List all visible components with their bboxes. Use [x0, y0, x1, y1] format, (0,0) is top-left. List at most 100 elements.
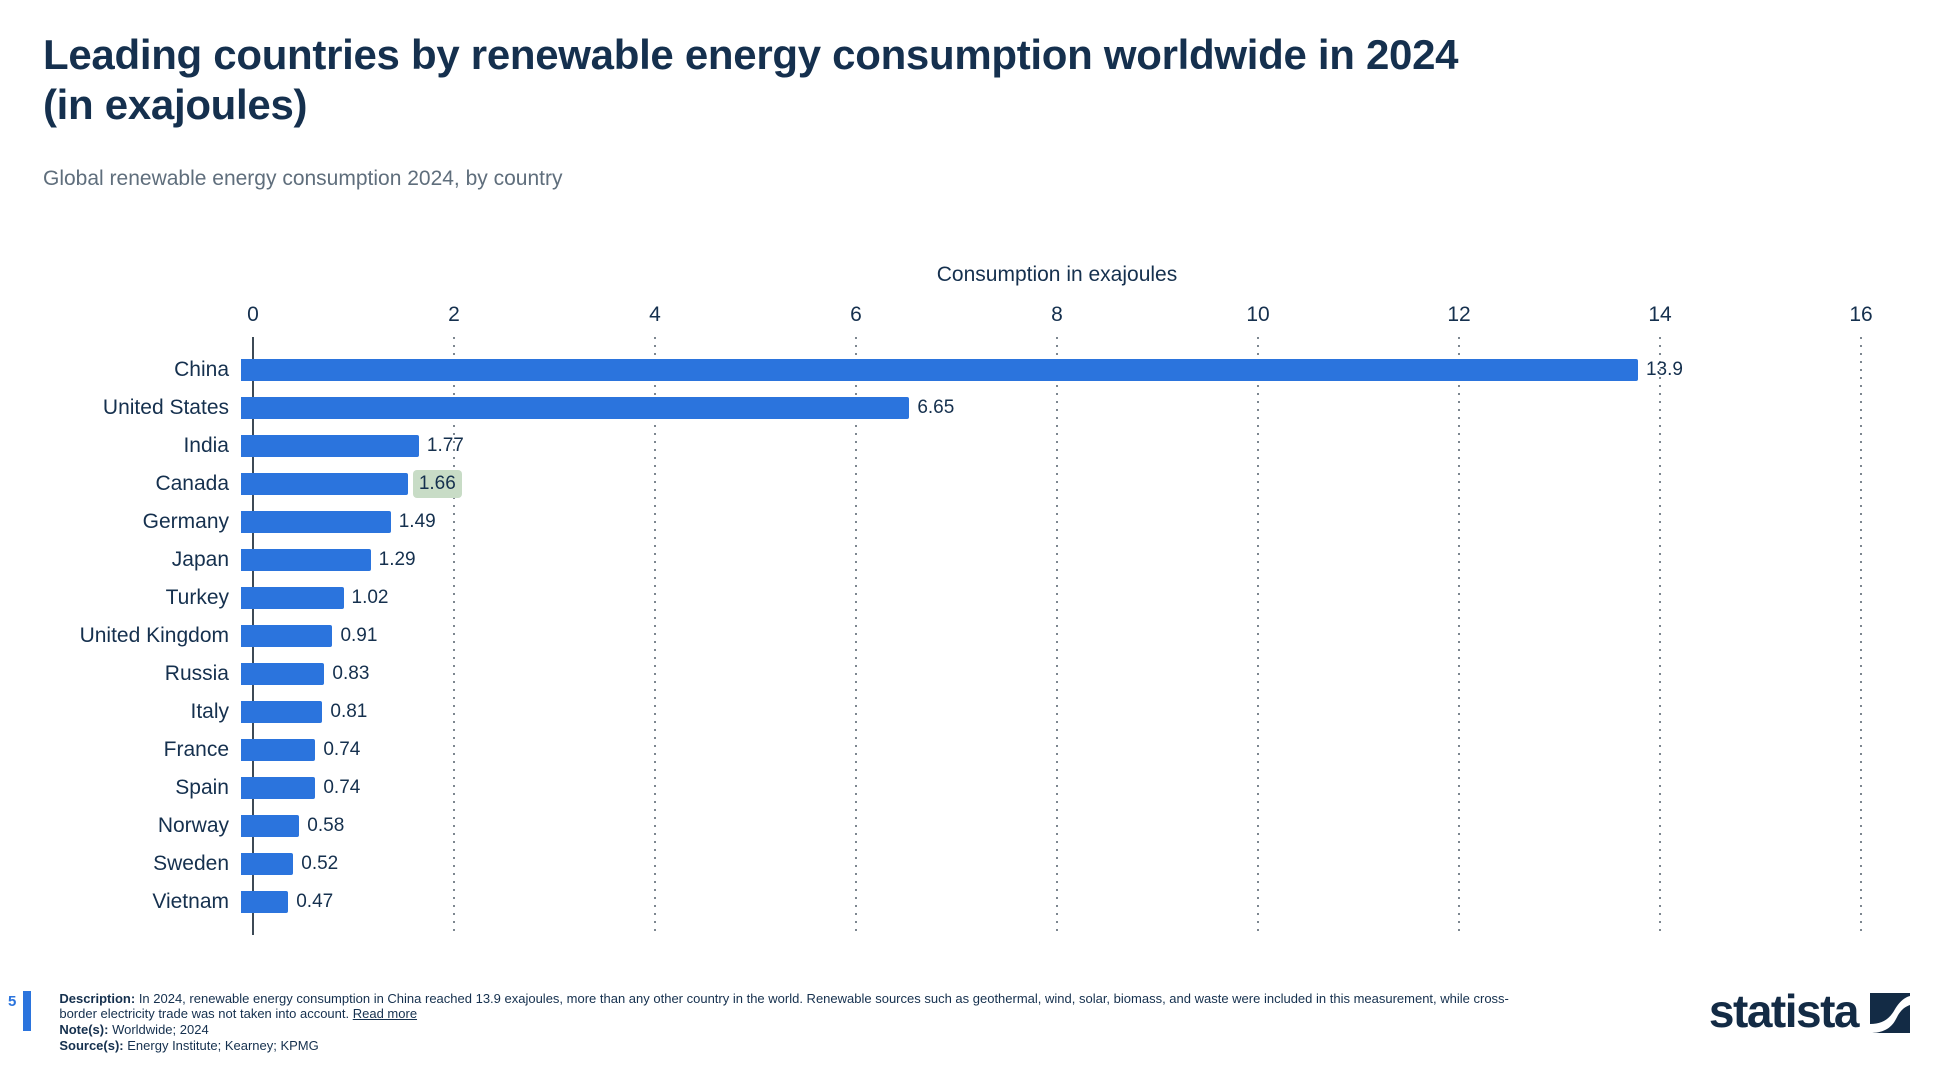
notes-line: Note(s): Worldwide; 2024: [59, 1022, 1529, 1038]
gridline: [453, 337, 455, 936]
tick-label: 2: [448, 303, 460, 327]
country-label: Canada: [155, 472, 229, 496]
bar-track: 0.74: [241, 739, 1849, 762]
bar: [241, 625, 333, 648]
value-label-highlighted: 1.66: [412, 470, 462, 499]
page-title: Leading countries by renewable energy co…: [43, 31, 1459, 128]
country-label: Vietnam: [152, 890, 229, 914]
country-label: Russia: [164, 662, 229, 686]
footer-notes: 5 Description: In 2024, renewable energy…: [8, 990, 1529, 1054]
country-label: Japan: [171, 548, 229, 572]
gridline: [654, 337, 656, 936]
bar-row: Italy 0.81: [0, 693, 1870, 731]
value-label: 1.77: [426, 435, 464, 457]
x-axis-ticks: 0 2 4 6 8 10 12 14 16: [247, 303, 1873, 331]
bar: [241, 587, 344, 610]
value-label: 1.02: [351, 587, 389, 609]
country-label: Sweden: [153, 852, 229, 876]
plot-area: China 13.9 United States 6.65 India 1.77 Canad…: [0, 337, 1870, 936]
tick-label: 4: [649, 303, 661, 327]
header: Leading countries by renewable energy co…: [0, 0, 1952, 191]
value-label: 0.74: [323, 739, 361, 761]
bar-track: 1.29: [241, 549, 1849, 572]
footer: 5 Description: In 2024, renewable energy…: [8, 984, 1910, 1054]
country-label: Spain: [175, 776, 229, 800]
country-label: China: [174, 358, 229, 382]
bar-row: India 1.77: [0, 427, 1870, 465]
bar: [241, 663, 325, 686]
footer-accent-bar: [23, 990, 32, 1031]
bar-rows: China 13.9 United States 6.65 India 1.77 Canad…: [0, 339, 1870, 935]
tick-label: 16: [1849, 303, 1873, 327]
bar-track: 0.58: [241, 815, 1849, 838]
value-label: 1.49: [398, 511, 436, 533]
bar: [241, 853, 294, 876]
bar-row: Sweden 0.52: [0, 845, 1870, 883]
bar-row: United Kingdom 0.91: [0, 617, 1870, 655]
country-label: Germany: [142, 510, 229, 534]
value-label: 0.83: [332, 663, 370, 685]
gridline: [1257, 337, 1259, 936]
bar: [241, 815, 300, 838]
tick-label: 8: [1051, 303, 1063, 327]
statista-logo: statista: [1708, 984, 1910, 1038]
bar-track: 0.74: [241, 777, 1849, 800]
bar-row: Russia 0.83: [0, 655, 1870, 693]
notes-text: Worldwide; 2024: [112, 1022, 209, 1038]
bar-row: France 0.74: [0, 731, 1870, 769]
x-axis-title: Consumption in exajoules: [936, 263, 1178, 287]
bar-row: China 13.9: [0, 351, 1870, 389]
bar-track: 6.65: [241, 397, 1849, 420]
value-label: 0.74: [323, 777, 361, 799]
x-axis: Consumption in exajoules 0 2 4 6 8 10 12 14 16: [247, 263, 1873, 331]
description-label: Description:: [59, 990, 136, 1006]
tick-label: 12: [1447, 303, 1471, 327]
read-more-link[interactable]: Read more: [352, 1006, 418, 1022]
description-line: Description: In 2024, renewable energy c…: [59, 991, 1529, 1023]
bar-row: Turkey 1.02: [0, 579, 1870, 617]
sources-label: Source(s):: [59, 1038, 124, 1054]
gridline: [1458, 337, 1460, 936]
bar: [241, 473, 408, 496]
tick-label: 6: [850, 303, 862, 327]
bar-row: Germany 1.49: [0, 503, 1870, 541]
bar-row: Japan 1.29: [0, 541, 1870, 579]
country-label: India: [183, 434, 229, 458]
country-label: United States: [102, 396, 229, 420]
value-label: 0.81: [330, 701, 368, 723]
country-label: Norway: [157, 814, 229, 838]
gridline: [1860, 337, 1862, 936]
bar-chart: Consumption in exajoules 0 2 4 6 8 10 12 14 16 C…: [0, 263, 1873, 936]
bar: [241, 739, 316, 762]
bar-track: 1.66: [241, 470, 1849, 499]
value-label: 1.29: [378, 549, 416, 571]
value-label: 0.58: [307, 815, 345, 837]
statista-logo-icon: [1870, 992, 1910, 1038]
bar-row: Vietnam 0.47: [0, 883, 1870, 921]
page-number: 5: [8, 992, 17, 1010]
statista-wordmark: statista: [1708, 984, 1860, 1037]
page-subtitle: Global renewable energy consumption 2024…: [43, 167, 563, 191]
gridline: [1659, 337, 1661, 936]
notes-label: Note(s):: [59, 1022, 109, 1038]
bar-track: 0.52: [241, 853, 1849, 876]
sources-text: Energy Institute; Kearney; KPMG: [127, 1038, 319, 1054]
country-label: Turkey: [165, 586, 229, 610]
bar-track: 0.47: [241, 891, 1849, 914]
country-label: Italy: [190, 700, 229, 724]
value-label: 0.91: [340, 625, 378, 647]
value-label: 13.9: [1645, 359, 1683, 381]
country-label: France: [163, 738, 229, 762]
footer-text-block: Description: In 2024, renewable energy c…: [59, 991, 1529, 1054]
bar-track: 1.49: [241, 511, 1849, 534]
sources-line: Source(s): Energy Institute; Kearney; KP…: [59, 1038, 1529, 1054]
description-text: In 2024, renewable energy consumption in…: [59, 990, 1509, 1022]
bar: [241, 777, 316, 800]
bar-track: 13.9: [241, 359, 1849, 382]
bar: [241, 359, 1638, 382]
tick-label: 0: [247, 303, 259, 327]
value-label: 6.65: [917, 397, 955, 419]
country-label: United Kingdom: [79, 624, 229, 648]
bar: [241, 549, 371, 572]
bar-row: United States 6.65: [0, 389, 1870, 427]
